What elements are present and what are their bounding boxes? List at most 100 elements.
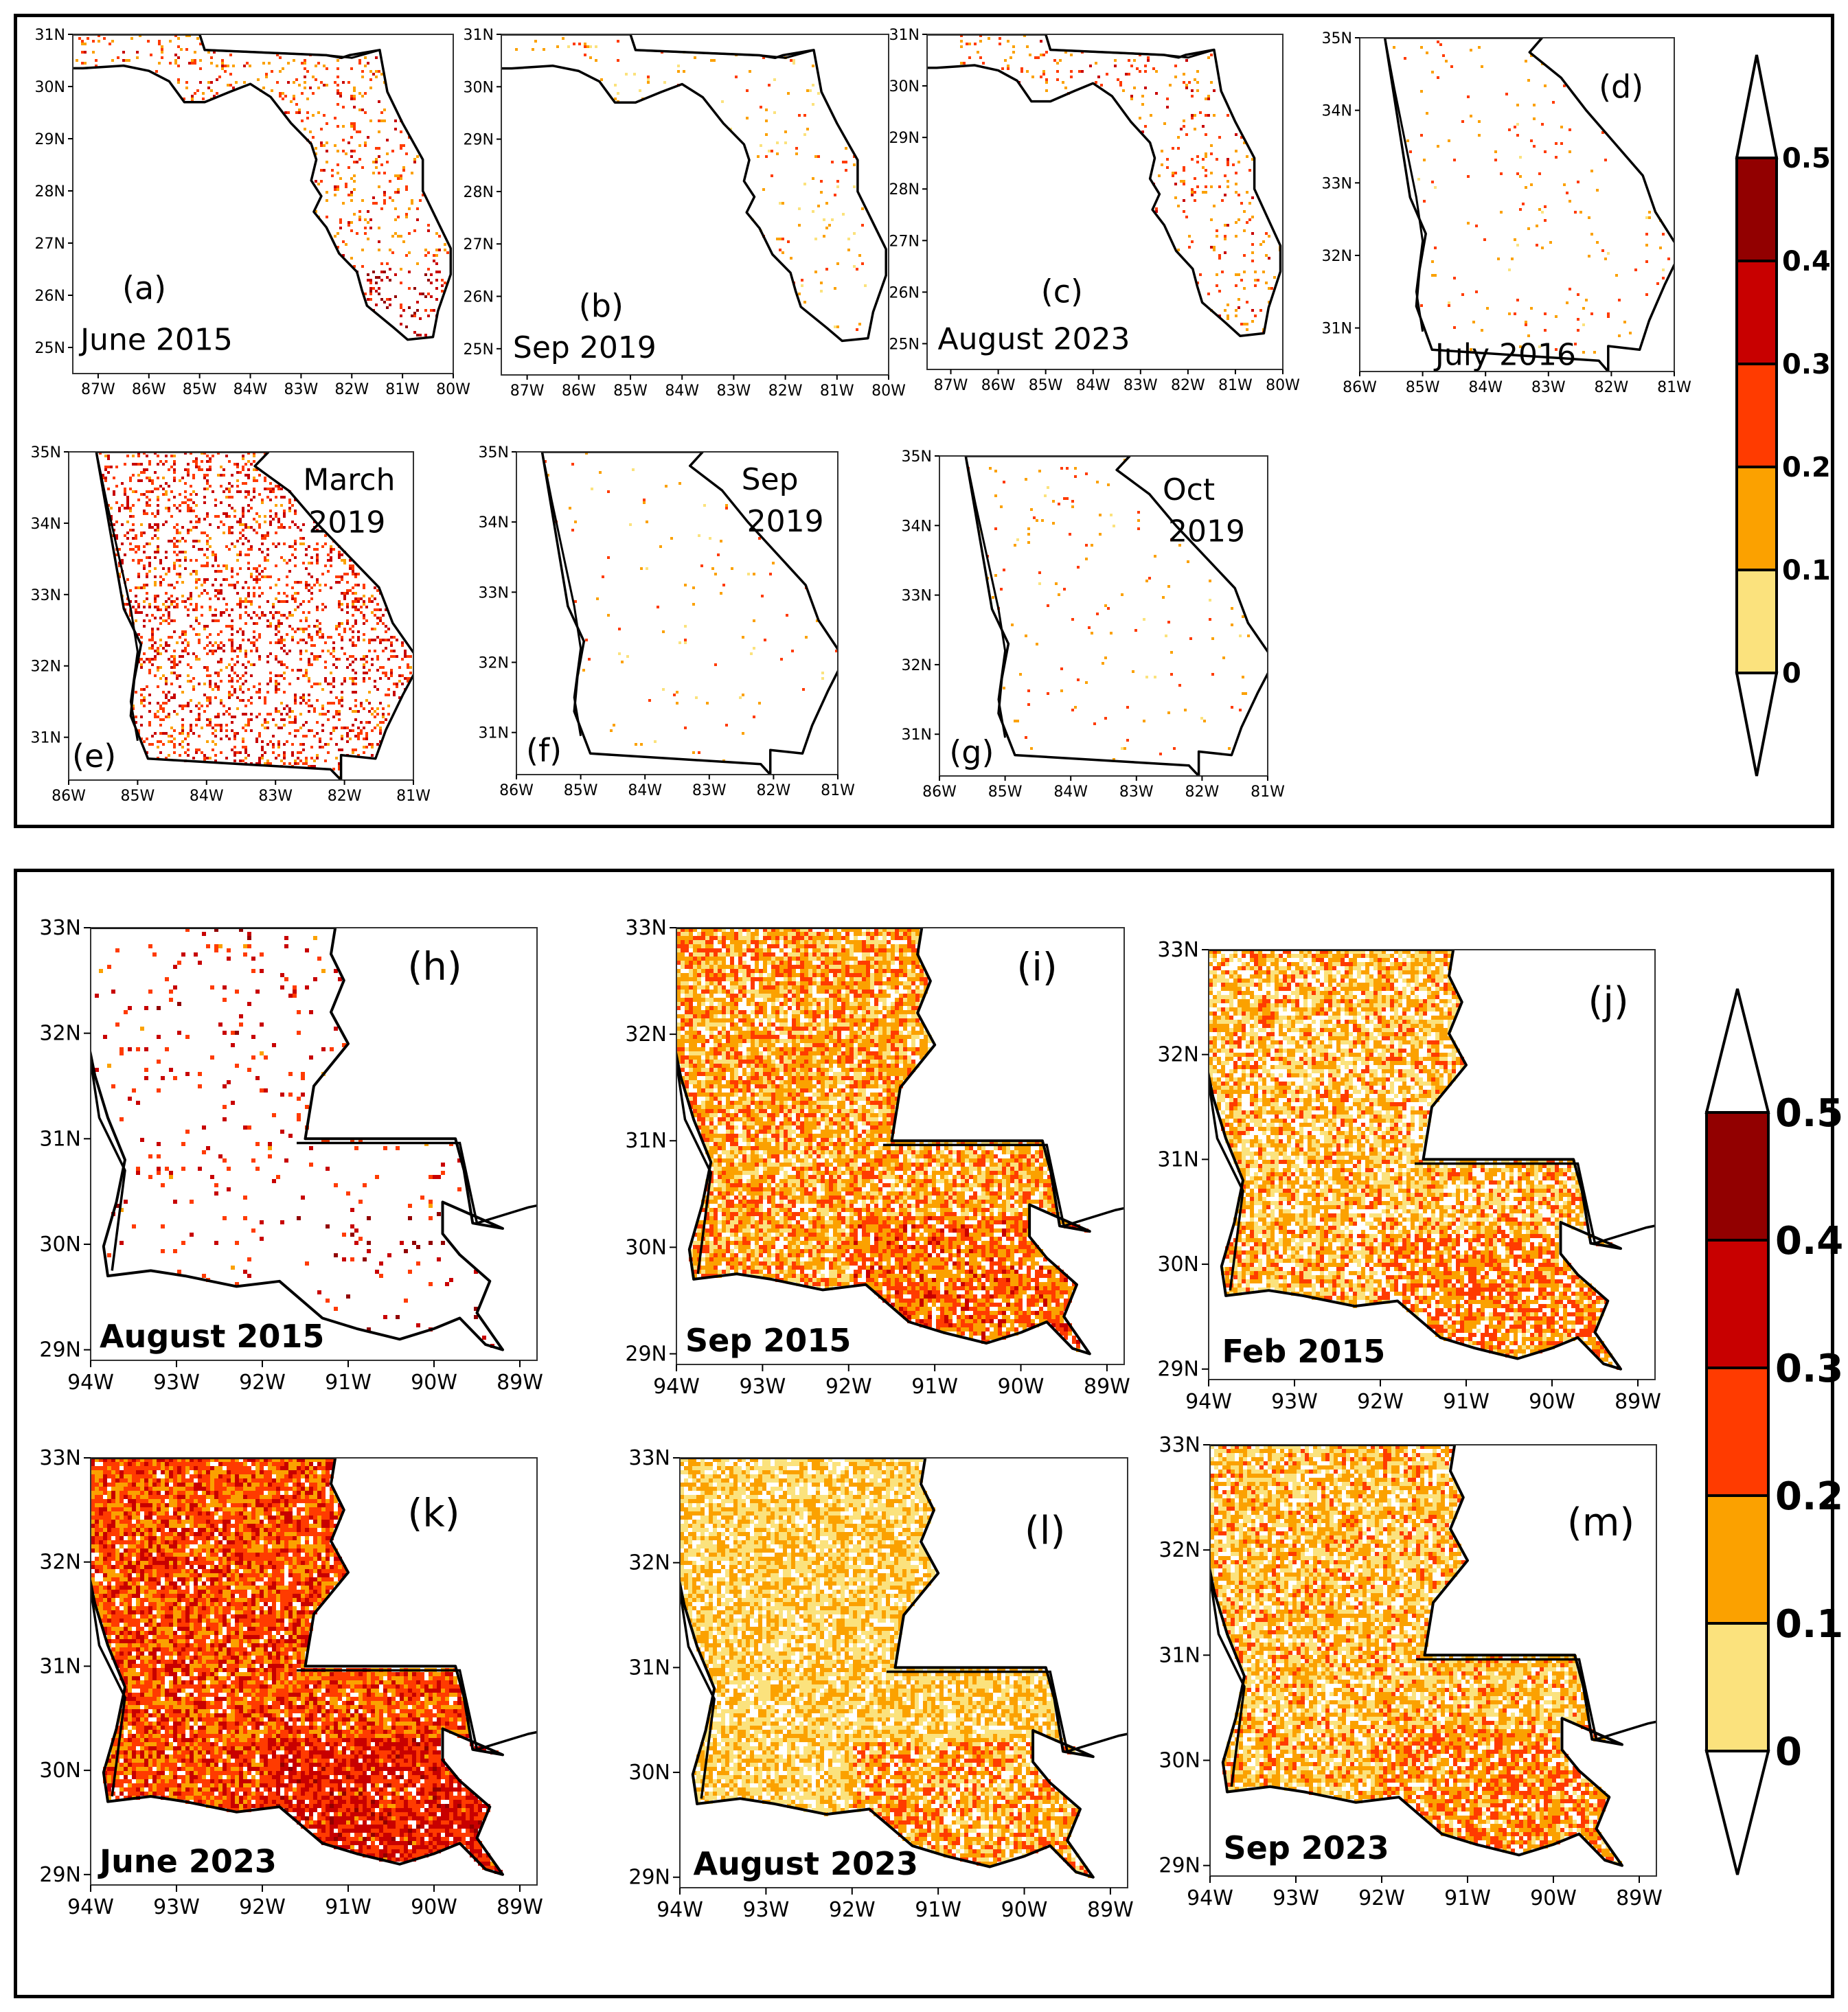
colorbar-segment xyxy=(1705,1239,1770,1369)
border-line xyxy=(95,452,139,742)
border-line xyxy=(629,34,814,59)
date-label: July 2016 xyxy=(1433,337,1576,372)
y-tick-label: 32N xyxy=(628,1551,670,1575)
colorbar-tick-label: 0.4 xyxy=(1775,1219,1843,1264)
y-tick-label: 33N xyxy=(39,916,81,940)
panel-l-map: 94W 93W 92W 91W 90W 89W 29N 30N 31N 32N 33N (l) Augu… xyxy=(628,1446,1134,1922)
x-tick-label: 84W xyxy=(665,382,699,400)
x-tick-label: 81W xyxy=(820,382,854,400)
x-tick-label: 93W xyxy=(153,1895,200,1919)
x-tick-label: 91W xyxy=(325,1371,372,1395)
y-tick-label: 27N xyxy=(889,233,920,250)
x-tick-label: 82W xyxy=(328,788,362,805)
x-tick-label: 86W xyxy=(981,377,1016,394)
x-tick-label: 86W xyxy=(562,382,596,400)
y-tick-label: 32N xyxy=(902,657,932,674)
x-tick-label: 85W xyxy=(1406,379,1440,396)
y-tick-label: 34N xyxy=(902,518,932,535)
x-tick-label: 84W xyxy=(233,381,268,398)
x-tick-label: 86W xyxy=(499,782,534,799)
colorbar-bottom: 0 0.1 0.2 0.3 0.4 0.5 xyxy=(1704,988,1843,1875)
x-tick-label: 87W xyxy=(81,381,115,398)
x-tick-label: 82W xyxy=(334,381,369,398)
plot-area xyxy=(501,34,889,375)
x-tick-label: 94W xyxy=(67,1895,114,1919)
plot-frame xyxy=(939,455,1268,777)
x-tick-label: 93W xyxy=(1271,1390,1318,1414)
date-label: June 2015 xyxy=(78,322,233,357)
x-tick-label: 80W xyxy=(871,382,906,400)
y-tick-label: 26N xyxy=(464,289,494,306)
x-tick-label: 87W xyxy=(934,377,968,394)
y-tick-label: 31N xyxy=(889,27,920,44)
border-line xyxy=(198,34,380,59)
x-tick-label: 89W xyxy=(1087,1898,1134,1922)
y-tick-label: 34N xyxy=(31,516,61,533)
y-tick-label: 32N xyxy=(39,1551,81,1575)
anomaly-field xyxy=(95,928,494,1348)
y-tick-label: 29N xyxy=(1159,1854,1200,1878)
x-tick-label: 83W xyxy=(717,382,751,400)
y-tick-label: 29N xyxy=(35,131,65,148)
x-tick-label: 92W xyxy=(829,1898,876,1922)
x-tick-label: 91W xyxy=(1443,1390,1490,1414)
y-tick-label: 27N xyxy=(464,236,494,253)
x-tick-label: 92W xyxy=(239,1371,286,1395)
plot-frame xyxy=(90,1457,538,1886)
colorbar-extend-bottom xyxy=(1735,672,1779,777)
x-tick-label: 90W xyxy=(998,1375,1045,1399)
panel-k-map: 94W 93W 92W 91W 90W 89W 29N 30N 31N 32N 33N (k) June… xyxy=(39,1446,543,1919)
x-tick-label: 90W xyxy=(411,1371,457,1395)
y-tick-label: 31N xyxy=(31,730,61,747)
y-tick-label: 35N xyxy=(31,444,61,461)
x-tick-label: 85W xyxy=(121,788,155,805)
x-tick-label: 91W xyxy=(915,1898,961,1922)
plot-frame xyxy=(926,34,1284,370)
colorbar-segment xyxy=(1735,466,1778,571)
colorbar-extend-bottom xyxy=(1704,1750,1770,1875)
panel-a-map: 87W 86W 85W 84W 83W 82W 81W 80W 25N 26N 27N 28N 29N 3… xyxy=(35,27,471,398)
x-tick-label: 91W xyxy=(911,1375,958,1399)
y-tick-label: 33N xyxy=(31,587,61,604)
plot-area xyxy=(927,34,1283,369)
y-tick-label: 30N xyxy=(1157,1253,1199,1277)
date-label: August 2015 xyxy=(100,1318,324,1355)
border-line xyxy=(1210,1570,1246,1787)
plot-area xyxy=(516,452,838,775)
colorbar-segment xyxy=(1735,569,1778,674)
y-tick-label: 27N xyxy=(35,236,65,253)
colorbar-tick-label: 0.3 xyxy=(1782,349,1831,380)
plot-frame xyxy=(676,927,1125,1365)
y-tick-label: 28N xyxy=(889,181,920,198)
x-tick-label: 85W xyxy=(988,784,1023,801)
panel-label: (d) xyxy=(1599,68,1643,105)
y-tick-label: 34N xyxy=(1322,103,1352,120)
border-line xyxy=(964,456,1007,738)
x-tick-label: 89W xyxy=(1084,1375,1130,1399)
state-outline xyxy=(91,928,504,1351)
y-tick-label: 32N xyxy=(1157,1043,1199,1067)
x-tick-label: 87W xyxy=(510,382,545,400)
colorbar-segment xyxy=(1705,1622,1770,1752)
colorbar-tick-label: 0.5 xyxy=(1775,1091,1843,1136)
colorbar-tick-label: 0.4 xyxy=(1782,246,1831,277)
y-tick-label: 28N xyxy=(464,184,494,201)
y-tick-label: 33N xyxy=(628,1446,670,1470)
state-outline xyxy=(680,1458,1095,1879)
x-tick-label: 92W xyxy=(825,1375,872,1399)
colorbar-tick-label: 0 xyxy=(1782,658,1801,689)
plot-frame xyxy=(501,34,889,376)
panel-m-map: 94W 93W 92W 91W 90W 89W 29N 30N 31N 32N 33N (m) Sep … xyxy=(1159,1433,1663,1910)
date-label: Oct xyxy=(1163,472,1215,507)
x-tick-label: 82W xyxy=(1595,379,1629,396)
x-tick-label: 81W xyxy=(1251,784,1285,801)
colorbar-tick-label: 0.2 xyxy=(1782,452,1831,483)
x-tick-label: 81W xyxy=(396,788,431,805)
panel-e-map: 86W 85W 84W 83W 82W 81W 31N 32N 33N 34N 35N (e) Marc… xyxy=(31,444,431,805)
plot-area xyxy=(939,456,1268,776)
x-tick-label: 85W xyxy=(564,782,598,799)
x-tick-label: 81W xyxy=(1218,377,1253,394)
plot-frame xyxy=(90,927,538,1361)
plot-frame xyxy=(1208,949,1656,1380)
